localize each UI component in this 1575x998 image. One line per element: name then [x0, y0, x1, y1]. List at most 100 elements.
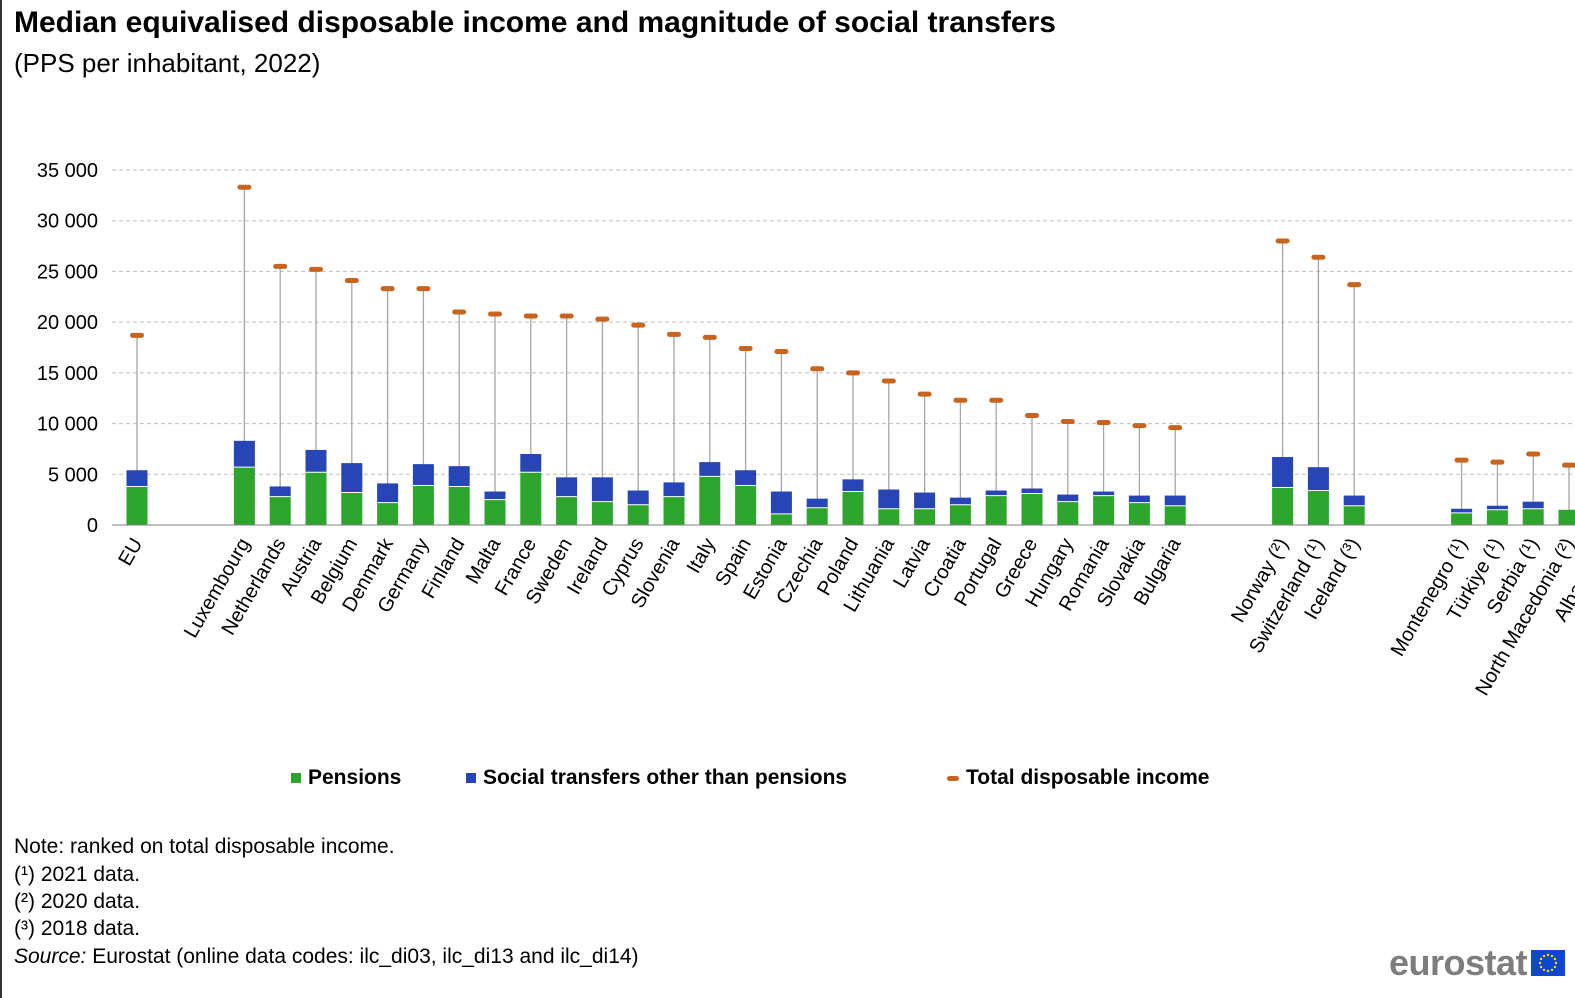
marker-total-income: [1168, 425, 1183, 431]
marker-total-income: [631, 322, 646, 328]
source-label: Source:: [14, 945, 87, 968]
bar-social-transfers: [985, 490, 1007, 496]
y-tick-label: 20 000: [37, 312, 98, 334]
flag-star: [1546, 969, 1550, 973]
flag-star: [1542, 954, 1546, 958]
bar-social-transfers: [1021, 488, 1043, 494]
marker-total-income: [989, 397, 1004, 403]
chart-title: Median equivalised disposable income and…: [14, 6, 1056, 39]
legend-swatch-pensions: [291, 773, 301, 783]
x-tick-label: Italy: [683, 535, 720, 578]
y-tick-label: 10 000: [37, 414, 98, 436]
bar-social-transfers: [1093, 491, 1115, 496]
footnote-1: (¹) 2021 data.: [14, 863, 141, 886]
bar-pensions: [770, 513, 792, 525]
footnote-2: (²) 2020 data.: [14, 890, 141, 913]
bar-pensions: [126, 486, 148, 525]
logo-text: eurostat: [1388, 942, 1528, 983]
bar-social-transfers: [1057, 494, 1079, 502]
bar-social-transfers: [1128, 495, 1150, 503]
eu-flag-icon: [1531, 950, 1565, 976]
source-line: Source: Eurostat (online data codes: ilc…: [14, 942, 639, 971]
bar-social-transfers: [842, 479, 864, 492]
chart-subtitle: (PPS per inhabitant, 2022): [14, 48, 321, 78]
flag-star: [1553, 957, 1557, 961]
bar-social-transfers: [269, 486, 291, 497]
marker-total-income: [881, 378, 896, 384]
bar-pensions: [735, 485, 757, 525]
bar-social-transfers: [591, 477, 613, 502]
marker-total-income: [595, 316, 610, 322]
marker-total-income: [1025, 412, 1039, 418]
flag-star: [1539, 957, 1543, 961]
chart-legend: Pensions Social transfers other than pen…: [0, 766, 1575, 798]
bar-social-transfers: [1522, 501, 1544, 509]
marker-total-income: [559, 313, 574, 319]
bar-pensions: [520, 472, 542, 525]
eurostat-logo: eurostat: [1389, 942, 1565, 984]
bar-pensions: [377, 502, 399, 525]
marker-total-income: [1562, 462, 1575, 468]
bar-pensions: [663, 496, 685, 525]
y-tick-label: 30 000: [37, 211, 98, 233]
marker-total-income: [309, 266, 323, 272]
bar-social-transfers: [377, 483, 399, 503]
bar-social-transfers: [520, 454, 542, 473]
legend-item-social-transfers: Social transfers other than pensions: [466, 766, 847, 790]
bar-social-transfers: [806, 498, 828, 508]
bar-social-transfers: [341, 463, 363, 493]
y-tick-label: 5 000: [48, 464, 98, 486]
marker-total-income: [953, 397, 968, 403]
bar-social-transfers: [233, 440, 255, 468]
bar-pensions: [627, 504, 649, 525]
marker-total-income: [1060, 419, 1075, 425]
legend-swatch-total-income: [947, 775, 959, 781]
bar-pensions: [484, 499, 506, 525]
bar-social-transfers: [770, 491, 792, 514]
bar-social-transfers: [1164, 495, 1186, 506]
marker-total-income: [667, 331, 681, 337]
bar-social-transfers: [484, 491, 506, 500]
bar-pensions: [1451, 512, 1473, 525]
bar-social-transfers: [627, 490, 649, 505]
bar-pensions: [1558, 509, 1575, 525]
y-tick-label: 25 000: [37, 261, 98, 283]
marker-total-income: [416, 286, 431, 292]
marker-total-income: [344, 278, 359, 284]
marker-total-income: [130, 332, 144, 338]
marker-total-income: [917, 391, 932, 397]
x-tick-label: EU: [114, 535, 147, 570]
bar-social-transfers: [1307, 467, 1329, 491]
bar-social-transfers: [1343, 495, 1365, 506]
bar-pensions: [1307, 490, 1329, 525]
bar-pensions: [591, 501, 613, 525]
bar-social-transfers: [1272, 457, 1294, 488]
y-tick-label: 15 000: [37, 363, 98, 385]
flag-star: [1546, 953, 1550, 957]
bar-pensions: [556, 496, 578, 525]
flag-star: [1542, 968, 1546, 972]
bar-pensions: [1343, 505, 1365, 525]
bar-pensions: [1486, 509, 1508, 525]
legend-label-total-income: Total disposable income: [966, 766, 1210, 789]
bar-social-transfers: [949, 497, 971, 505]
chart-notes: Note: ranked on total disposable income.…: [14, 832, 639, 971]
marker-total-income: [738, 346, 753, 352]
bar-social-transfers: [412, 464, 434, 486]
marker-total-income: [1454, 457, 1469, 463]
marker-total-income: [237, 184, 252, 190]
marker-total-income: [273, 263, 288, 269]
bar-pensions: [914, 508, 936, 525]
bar-pensions: [1522, 508, 1544, 525]
bar-pensions: [341, 492, 363, 525]
legend-swatch-social-transfers: [466, 773, 476, 783]
bar-pensions: [412, 485, 434, 525]
bar-social-transfers: [699, 462, 721, 477]
marker-total-income: [1275, 238, 1290, 244]
bar-pensions: [305, 472, 327, 525]
legend-item-pensions: Pensions: [291, 766, 401, 790]
marker-total-income: [452, 309, 467, 315]
bar-pensions: [842, 491, 864, 525]
legend-label-social-transfers: Social transfers other than pensions: [483, 766, 848, 789]
